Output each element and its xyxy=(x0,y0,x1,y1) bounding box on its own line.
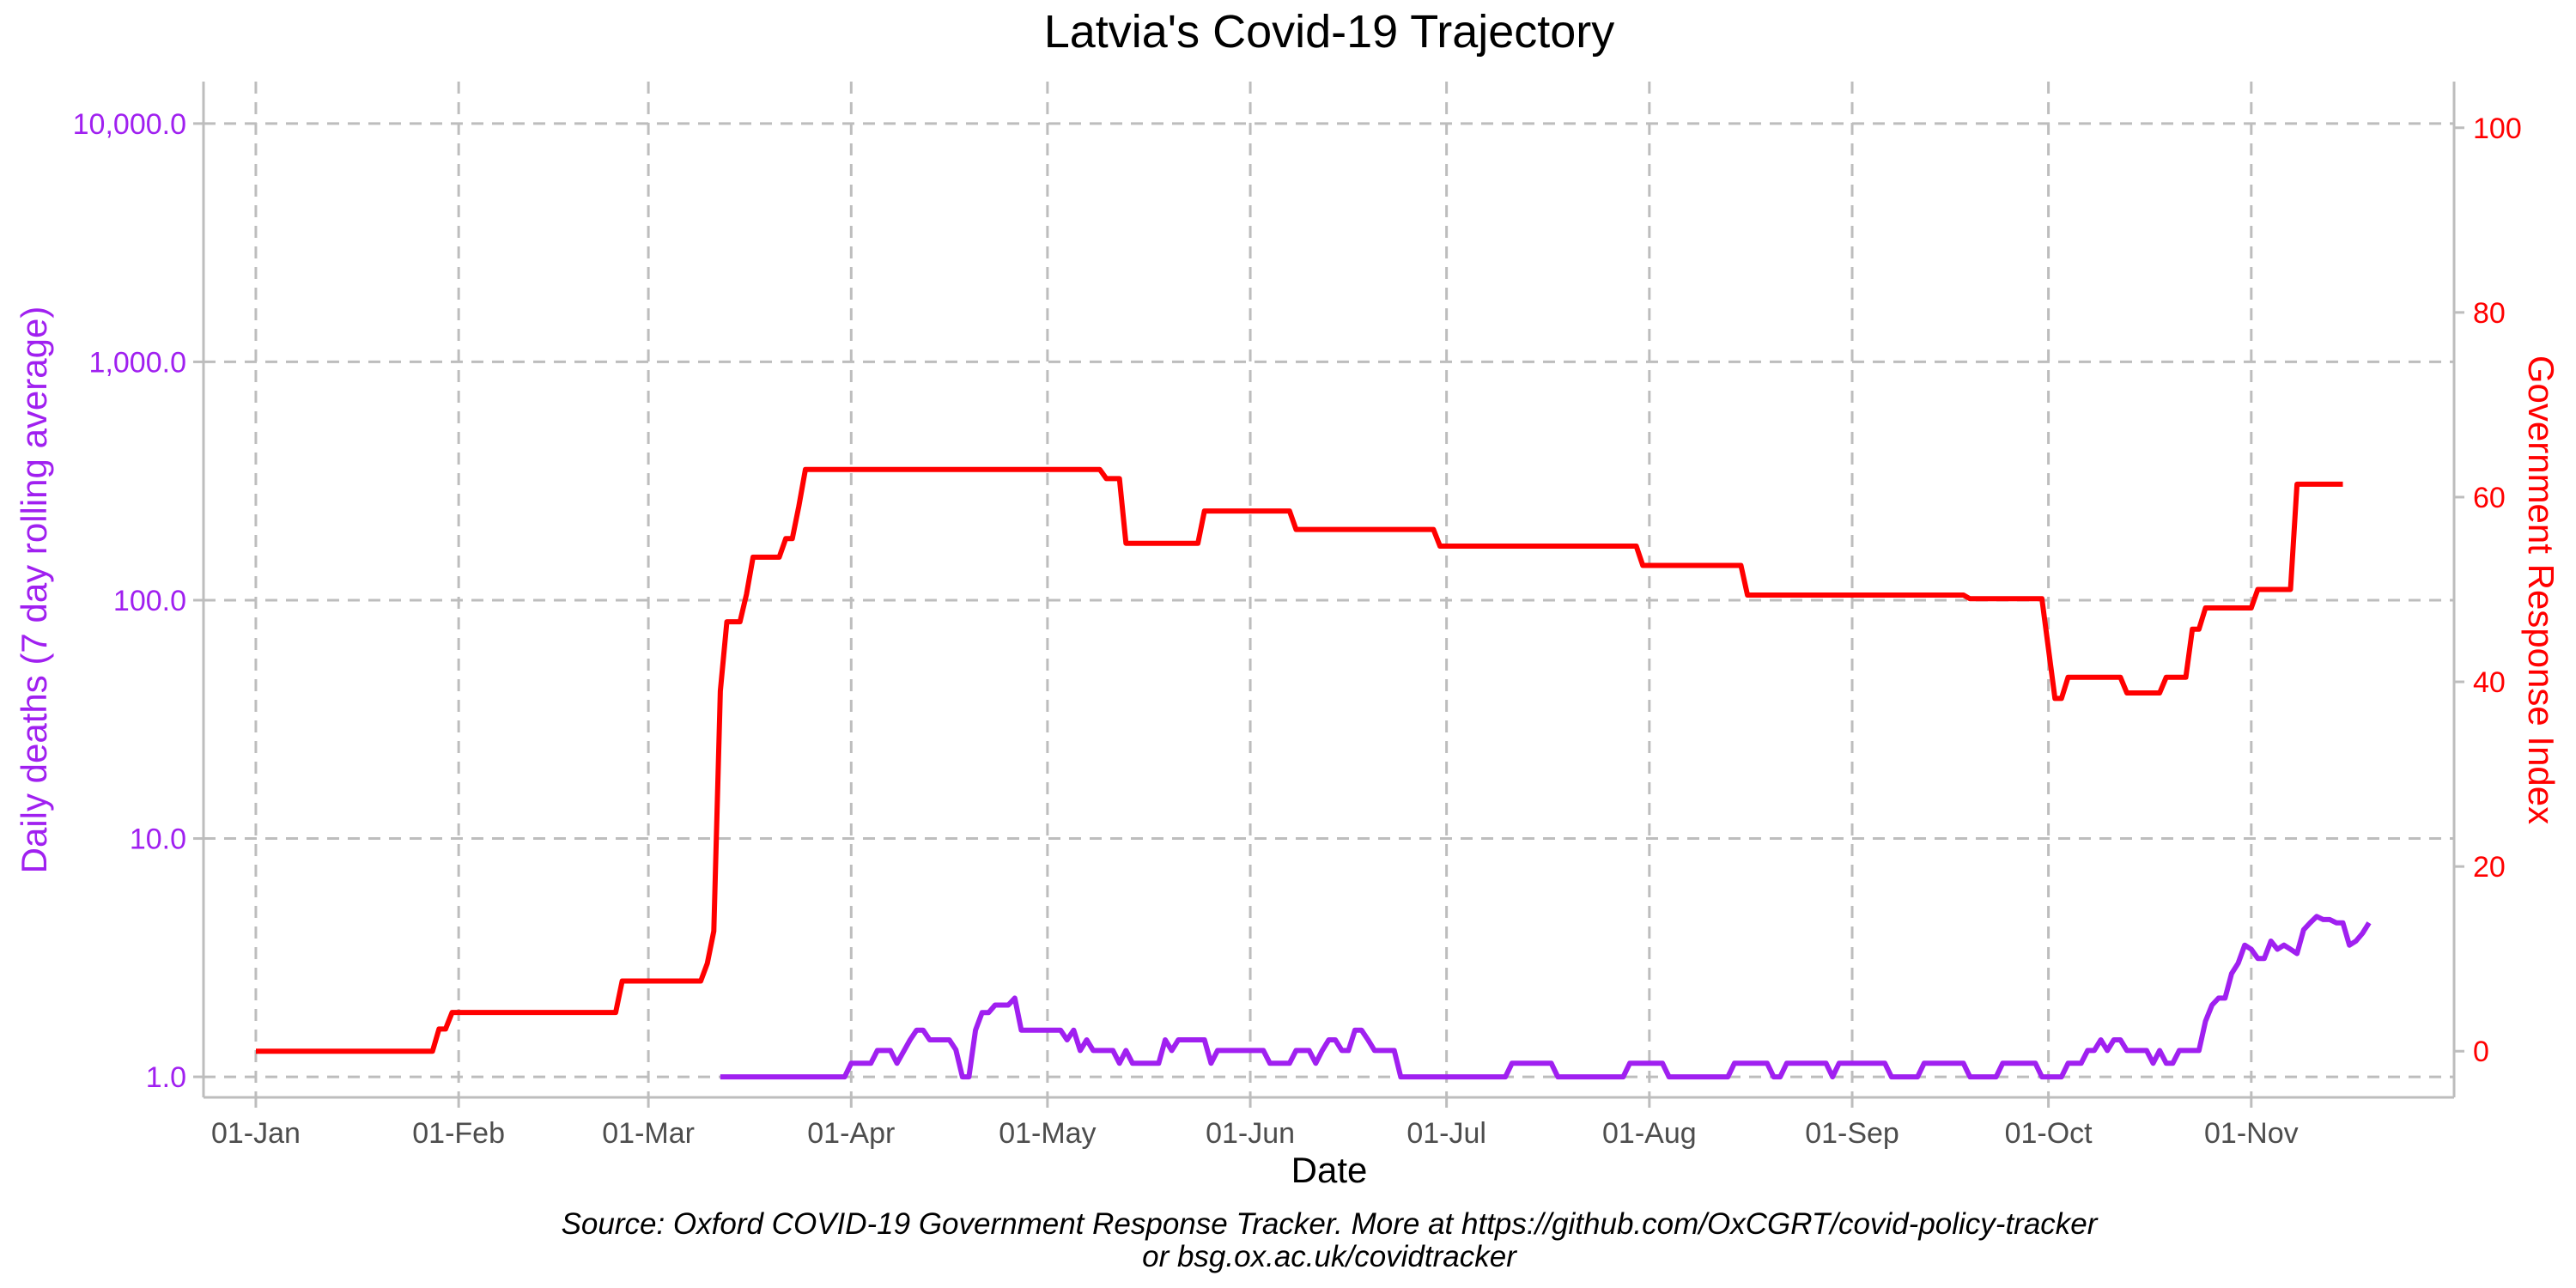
y-left-tick-label: 10,000.0 xyxy=(73,108,186,141)
axis-ticks: 01-Jan 01-Feb 01-Mar 01-Apr 01-May 01-Jun 01-J… xyxy=(73,108,2522,1150)
x-tick-label: 01-Apr xyxy=(807,1117,895,1150)
y-axis-right-title: Government Response Index xyxy=(2521,355,2561,824)
x-tick-label: 01-Nov xyxy=(2204,1117,2299,1150)
x-tick-label: 01-Oct xyxy=(2005,1117,2093,1150)
daily-deaths-line xyxy=(720,914,2372,1080)
x-tick-label: 01-Jul xyxy=(1406,1117,1486,1150)
y-right-tick-label: 40 xyxy=(2473,666,2506,699)
government-response-index-line xyxy=(256,466,2343,1054)
gridlines xyxy=(204,82,2454,1097)
x-axis-title: Date xyxy=(1291,1150,1368,1190)
source-caption-line-2: or bsg.ox.ac.uk/covidtracker xyxy=(1142,1240,1517,1273)
y-axis-left-title: Daily deaths (7 day rolling average) xyxy=(14,307,54,874)
y-left-tick-label: 1.0 xyxy=(146,1061,186,1094)
y-right-tick-label: 60 xyxy=(2473,482,2506,514)
y-left-tick-label: 100.0 xyxy=(113,585,186,617)
y-left-tick-label: 10.0 xyxy=(130,823,186,856)
x-tick-label: 01-Mar xyxy=(602,1117,695,1150)
y-right-tick-label: 100 xyxy=(2473,112,2522,145)
x-tick-label: 01-Feb xyxy=(412,1117,505,1150)
x-tick-label: 01-May xyxy=(999,1117,1096,1150)
x-tick-label: 01-Aug xyxy=(1602,1117,1697,1150)
y-right-tick-label: 80 xyxy=(2473,297,2506,330)
source-caption-line-1: Source: Oxford COVID-19 Government Respo… xyxy=(562,1207,2099,1241)
chart-title: Latvia's Covid-19 Trajectory xyxy=(1044,6,1615,58)
y-right-tick-label: 20 xyxy=(2473,851,2506,884)
x-tick-label: 01-Sep xyxy=(1805,1117,1899,1150)
x-tick-label: 01-Jan xyxy=(211,1117,301,1150)
y-right-tick-label: 0 xyxy=(2473,1036,2489,1068)
x-tick-label: 01-Jun xyxy=(1206,1117,1295,1150)
y-left-tick-label: 1,000.0 xyxy=(89,346,186,379)
